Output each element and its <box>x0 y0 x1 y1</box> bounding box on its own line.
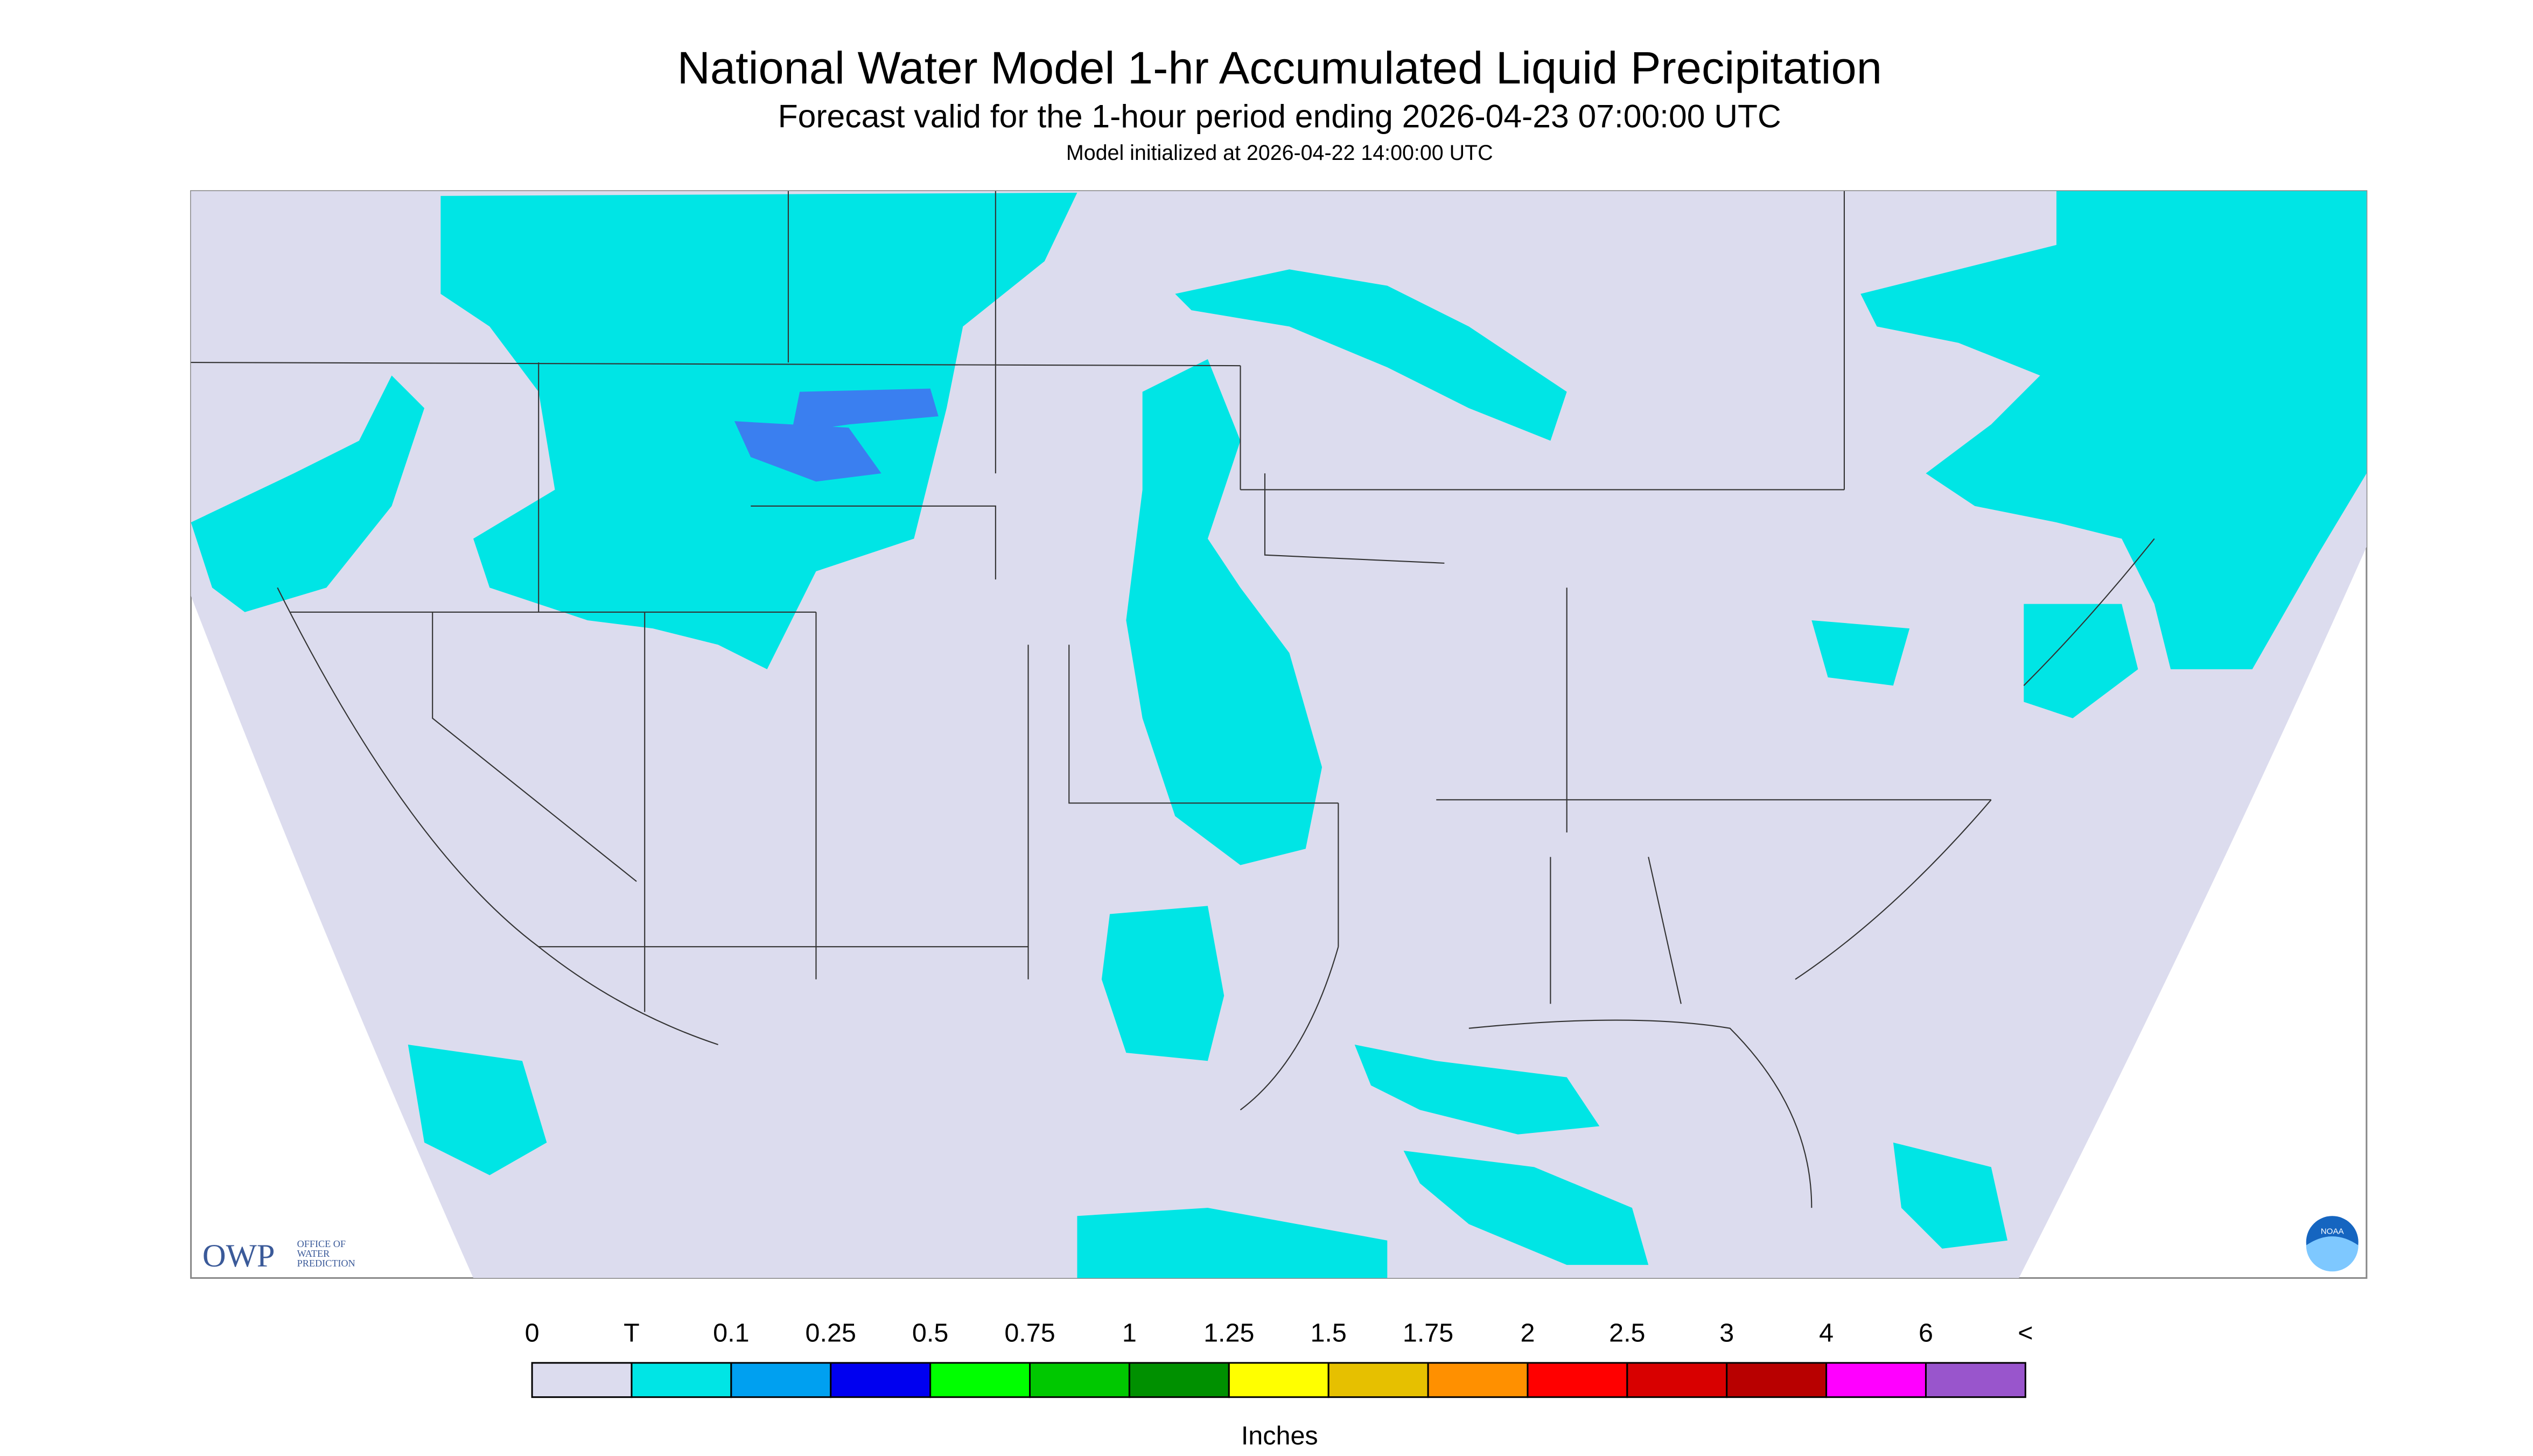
legend-label: 2.5 <box>1609 1319 1645 1348</box>
owp-name-3: PREDICTION <box>297 1258 355 1269</box>
legend-swatch <box>1128 1362 1230 1398</box>
legend-swatch <box>830 1362 932 1398</box>
legend-swatch <box>1626 1362 1728 1398</box>
legend-swatch <box>1527 1362 1628 1398</box>
legend-label: < <box>2018 1319 2033 1348</box>
legend-label: 0 <box>525 1319 540 1348</box>
owp-name-2: WATER <box>297 1248 330 1259</box>
noaa-text: NOAA <box>2321 1227 2345 1236</box>
legend-swatch <box>1825 1362 1927 1398</box>
legend-swatch <box>929 1362 1031 1398</box>
legend-swatch <box>1228 1362 1330 1398</box>
legend-label: 0.75 <box>1004 1319 1055 1348</box>
legend-swatch <box>1726 1362 1828 1398</box>
legend-label: 1.75 <box>1403 1319 1453 1348</box>
owp-logo: OWP <box>202 1238 275 1274</box>
legend-label: 0.25 <box>806 1319 856 1348</box>
legend-label: 1 <box>1122 1319 1137 1348</box>
legend-label: 1.5 <box>1310 1319 1346 1348</box>
legend-unit: Inches <box>1241 1422 1318 1451</box>
legend-label: 2 <box>1520 1319 1535 1348</box>
legend-label: 1.25 <box>1203 1319 1254 1348</box>
legend-label: T <box>624 1319 640 1348</box>
legend-swatch <box>1327 1362 1429 1398</box>
legend-label: 6 <box>1919 1319 1933 1348</box>
title: National Water Model 1-hr Accumulated Li… <box>677 42 1882 93</box>
legend-label: 4 <box>1819 1319 1834 1348</box>
legend-swatch <box>1427 1362 1529 1398</box>
subtitle: Forecast valid for the 1-hour period end… <box>778 98 1781 135</box>
borders <box>191 191 2155 1208</box>
legend-swatch <box>531 1362 633 1398</box>
legend: 0 T 0.1 0.25 0.5 0.75 1 1.25 1.5 1.75 2 2.5 3 4 6 < <box>525 1319 2033 1398</box>
legend-label: 3 <box>1719 1319 1734 1348</box>
precip-areas <box>191 191 2367 1278</box>
legend-swatch <box>1925 1362 2026 1398</box>
init-time: Model initialized at 2026-04-22 14:00:00… <box>1066 141 1493 165</box>
legend-swatch <box>631 1362 732 1398</box>
legend-label: 0.1 <box>713 1319 749 1348</box>
owp-name-1: OFFICE OF <box>297 1238 346 1249</box>
legend-swatch <box>1029 1362 1130 1398</box>
legend-swatch <box>730 1362 832 1398</box>
map: OWP OFFICE OF WATER PREDICTION NOAA <box>190 190 2368 1279</box>
legend-label: 0.5 <box>912 1319 948 1348</box>
